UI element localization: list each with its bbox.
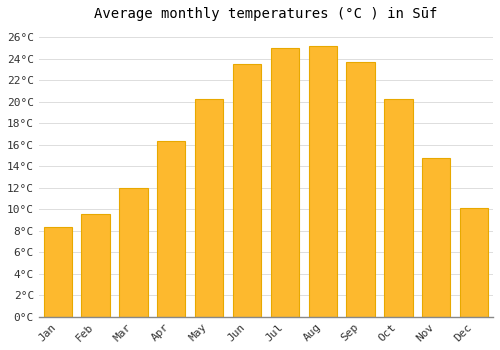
Bar <box>384 99 412 317</box>
Bar <box>82 214 110 317</box>
Bar <box>157 141 186 317</box>
Title: Average monthly temperatures (°C ) in Sūf: Average monthly temperatures (°C ) in Sū… <box>94 7 438 21</box>
Bar <box>422 158 450 317</box>
Bar <box>44 228 72 317</box>
Bar <box>119 188 148 317</box>
Bar <box>308 46 337 317</box>
Bar <box>346 62 375 317</box>
Bar <box>270 48 299 317</box>
Bar <box>460 208 488 317</box>
Bar <box>233 64 261 317</box>
Bar <box>195 99 224 317</box>
